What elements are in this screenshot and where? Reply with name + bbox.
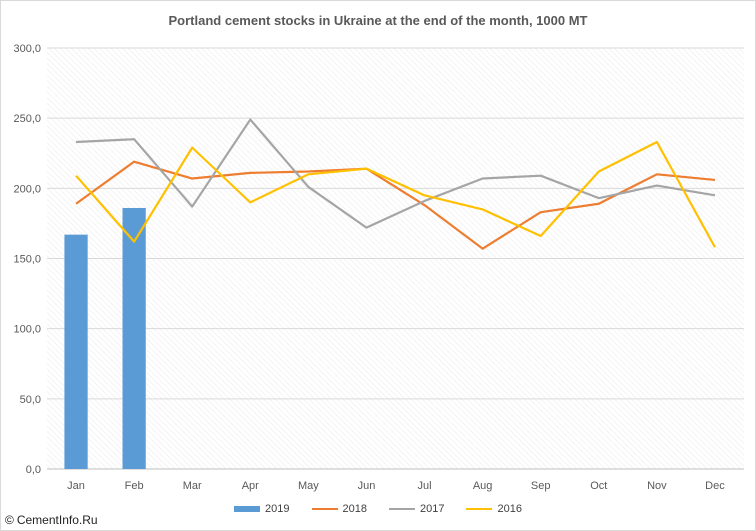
x-tick-label: May <box>298 480 319 492</box>
watermark: © CementInfo.Ru <box>5 513 98 527</box>
bar-2019 <box>64 234 88 469</box>
y-tick-label: 300,0 <box>13 43 41 55</box>
series-line-2016 <box>75 140 716 248</box>
x-tick-label: Feb <box>125 480 144 492</box>
y-tick-label: 150,0 <box>13 254 41 266</box>
y-tick-label: 100,0 <box>13 324 41 336</box>
y-tick-label: 50,0 <box>20 394 41 406</box>
legend-item-2016: 2016 <box>466 503 522 515</box>
watermark-text: CementInfo.Ru <box>16 513 98 527</box>
copyright-icon: © <box>5 513 14 527</box>
x-tick-label: Nov <box>647 480 667 492</box>
y-axis: 0,0 50,0 100,0 150,0 200,0 250,0 300,0 <box>13 43 41 476</box>
x-tick-label: Oct <box>590 480 607 492</box>
y-tick-label: 0,0 <box>26 464 41 476</box>
x-tick-label: Mar <box>183 480 202 492</box>
legend-swatch <box>311 508 338 510</box>
legend-label: 2016 <box>497 503 522 515</box>
legend-swatch <box>234 506 261 512</box>
x-tick-label: Jul <box>418 480 432 492</box>
x-tick-label: Aug <box>473 480 493 492</box>
x-tick-label: Jan <box>67 480 85 492</box>
x-tick-label: Sep <box>531 480 551 492</box>
legend-item-2017: 2017 <box>389 503 444 515</box>
legend-item-2018: 2018 <box>311 503 367 515</box>
chart-title: Portland cement stocks in Ukraine at the… <box>168 13 588 28</box>
legend-swatch <box>389 508 415 510</box>
y-tick-label: 250,0 <box>13 113 41 125</box>
legend-swatch <box>466 508 493 510</box>
legend: 2019 2018 2017 2016 <box>1 503 755 515</box>
bar-2019 <box>122 207 146 470</box>
legend-label: 2018 <box>342 503 367 515</box>
x-axis: Jan Feb Mar Apr May Jun Jul Aug Sep Oct Nov Dec <box>47 468 744 492</box>
series-line-2018 <box>75 160 716 250</box>
bars-2019 <box>64 207 146 470</box>
y-tick-label: 200,0 <box>13 183 41 195</box>
x-tick-label: Dec <box>705 480 725 492</box>
x-tick-label: Jun <box>358 480 376 492</box>
series-lines <box>75 118 716 250</box>
legend-label: 2019 <box>265 503 290 515</box>
series-line-2017 <box>75 118 716 229</box>
legend-label: 2017 <box>420 503 445 515</box>
legend-item-2019: 2019 <box>234 503 290 515</box>
x-tick-label: Apr <box>242 480 259 492</box>
